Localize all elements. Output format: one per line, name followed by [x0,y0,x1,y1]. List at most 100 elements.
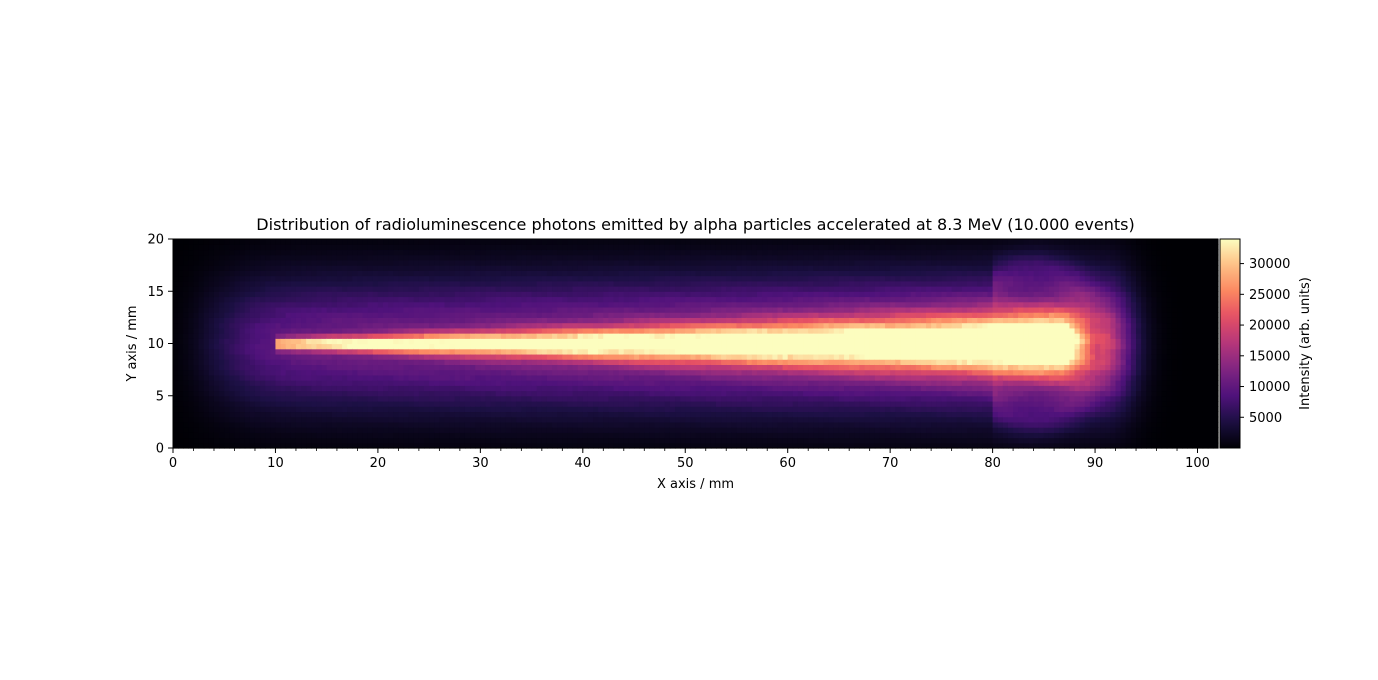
heatmap-cell [613,254,620,261]
heatmap-cell [377,301,384,308]
heatmap-cell [572,296,579,303]
heatmap-cell [254,338,261,345]
heatmap-cell [715,364,722,371]
heatmap-cell [756,406,763,413]
heatmap-cell [265,249,271,256]
heatmap-cell [260,327,266,334]
heatmap-cell [470,442,476,449]
heatmap-cell [562,291,569,298]
heatmap-cell [562,421,569,428]
heatmap-cell [557,343,563,350]
heatmap-cell [705,254,712,261]
heatmap-cell [803,296,809,303]
heatmap-cell [398,239,405,245]
heatmap-cell [336,338,343,345]
heatmap-cell [347,280,353,287]
heatmap-cell [178,406,184,413]
heatmap-cell [593,421,599,428]
heatmap-cell [598,343,604,350]
heatmap-cell [685,317,691,324]
heatmap-cell [751,327,758,334]
heatmap-cell [685,421,691,428]
heatmap-cell [756,442,763,449]
heatmap-cell [193,359,200,365]
heatmap-cell [352,359,359,365]
heatmap-cell [511,359,517,365]
heatmap-cell [541,333,548,339]
heatmap-cell [777,395,784,402]
heatmap-cell [336,254,343,261]
heatmap-cell [695,343,702,350]
heatmap-cell [628,400,635,407]
heatmap-cell [367,427,374,433]
heatmap-cell [336,364,343,371]
heatmap-cell [700,400,707,407]
heatmap-cell [552,400,558,407]
heatmap-cell [213,327,220,334]
heatmap-cell [675,395,681,402]
heatmap-cell [336,286,343,292]
heatmap-cell [321,275,328,282]
heatmap-cell [480,369,487,376]
heatmap-cell [634,327,640,334]
heatmap-cell [213,359,220,365]
heatmap-cell [383,374,389,381]
heatmap-cell [777,343,784,350]
heatmap-cell [183,411,189,418]
heatmap-cell [572,322,579,329]
heatmap-cell [685,291,691,298]
heatmap-cell [336,400,343,407]
heatmap-cell [224,400,230,407]
heatmap-cell [367,442,374,449]
heatmap-cell [526,353,533,360]
heatmap-cell [721,369,727,376]
heatmap-cell [372,343,379,350]
heatmap-cell [669,244,676,251]
heatmap-cell [362,254,369,261]
heatmap-cell [464,427,471,433]
heatmap-cell [516,317,522,324]
heatmap-cell [803,427,809,433]
heatmap-cell [500,369,507,376]
heatmap-cell [464,259,471,266]
heatmap-cell [726,395,732,402]
heatmap-cell [741,437,748,444]
heatmap-cell [731,442,738,449]
heatmap-cell [526,442,533,449]
heatmap-cell [546,270,553,277]
heatmap-cell [572,317,579,324]
heatmap-cell [290,421,297,428]
heatmap-cell [715,259,722,266]
heatmap-cell [762,327,768,334]
heatmap-cell [224,254,230,261]
heatmap-cell [336,270,343,277]
heatmap-cell [444,348,451,355]
heatmap-cell [690,322,697,329]
heatmap-cell [244,442,251,449]
heatmap-cell [449,416,456,423]
heatmap-cell [726,400,732,407]
heatmap-cell [429,353,435,360]
heatmap-cell [173,432,179,439]
heatmap-cell [229,437,236,444]
heatmap-cell [403,259,410,266]
heatmap-cell [198,380,205,386]
heatmap-cell [552,343,558,350]
heatmap-cell [593,270,599,277]
heatmap-cell [685,296,691,303]
heatmap-cell [495,296,502,303]
heatmap-cell [244,338,251,345]
heatmap-cell [767,254,773,261]
heatmap-cell [593,359,599,365]
heatmap-cell [654,312,661,318]
heatmap-cell [372,270,379,277]
heatmap-cell [587,312,594,318]
heatmap-cell [208,343,215,350]
heatmap-cell [664,270,671,277]
heatmap-cell [726,327,732,334]
heatmap-cell [311,338,318,345]
heatmap-cell [449,353,456,360]
heatmap-cell [183,259,189,266]
heatmap-cell [654,306,661,313]
heatmap-cell [762,249,768,256]
